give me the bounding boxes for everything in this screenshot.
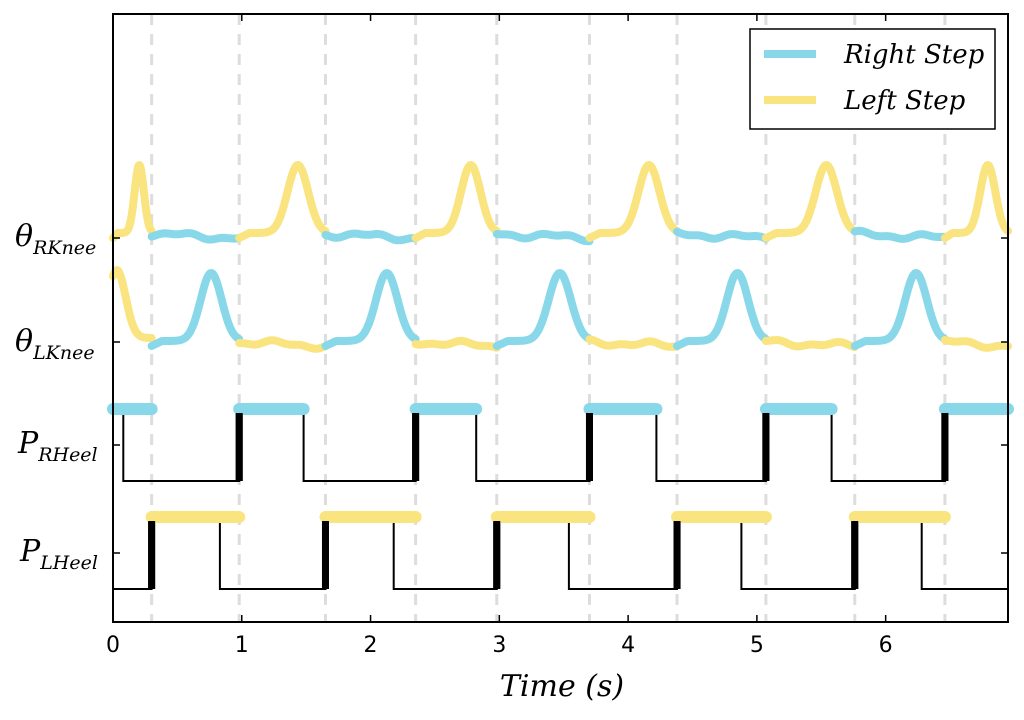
left-knee-segment-3 [321,269,420,350]
left-knee-segment-8 [761,336,859,352]
y-label-right-knee: θRKnee [15,219,96,259]
y-label-left-knee: θLKnee [15,324,95,364]
legend: Right Step Left Step [749,28,996,130]
legend-label-left-step: Left Step [843,86,966,116]
left-knee-segment-10 [940,336,1012,352]
x-tick-label-6: 6 [879,633,893,658]
x-tick-label-4: 4 [621,633,635,658]
right-knee-segment-5 [492,229,594,246]
left-knee-segment-5 [492,269,594,350]
x-axis-label: Time (s) [500,669,624,704]
right-knee-segment-0 [109,161,156,242]
x-tick-label-1: 1 [235,633,249,658]
left-knee-segment-9 [850,269,949,350]
right-knee-segment-10 [940,161,1012,242]
right-knee-segment-1 [147,229,244,244]
right-knee-segment-3 [321,229,420,245]
legend-label-right-step: Right Step [843,40,985,70]
left-knee-segment-6 [585,335,681,351]
right-knee-segment-6 [585,161,681,242]
left-knee-segment-4 [411,336,501,352]
right-knee-segment-4 [411,161,501,242]
x-tick-label-0: 0 [106,633,120,658]
right-knee-segment-9 [850,226,949,243]
x-tick-label-2: 2 [364,633,378,658]
plot-frame [112,13,1009,623]
right-knee-segment-2 [235,161,330,242]
left-knee-segment-7 [673,269,770,350]
right-knee-segment-8 [761,161,859,242]
y-label-left-heel: PLHeel [19,534,98,574]
right-knee-segment-7 [673,227,770,243]
left-knee-segment-0 [109,266,156,342]
x-tick-label-3: 3 [492,633,506,658]
left-knee-segment-2 [235,336,330,353]
left-knee-segment-1 [147,269,244,350]
x-tick-label-5: 5 [750,633,764,658]
y-label-right-heel: PRHeel [17,426,98,466]
legend-box [749,28,996,130]
